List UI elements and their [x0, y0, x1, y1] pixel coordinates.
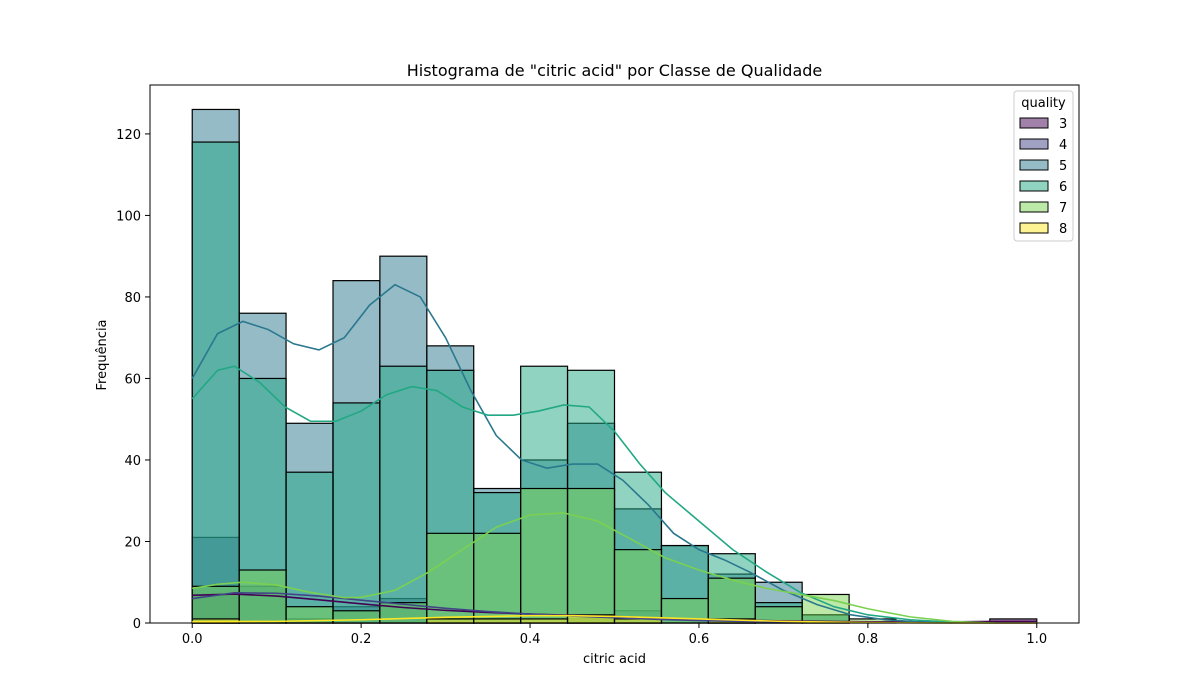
bar [426, 618, 475, 624]
x-tick-label: 1.0 [1026, 632, 1047, 647]
legend-swatch-7 [1019, 201, 1049, 213]
bar [566, 487, 616, 624]
x-tick-label: 0.2 [351, 632, 372, 647]
legend-label-7: 7 [1059, 201, 1067, 216]
bar [332, 402, 381, 624]
bar [191, 141, 240, 624]
plot-area: 0.0 0.2 0.4 0.6 0.8 1.0 0 20 40 60 80 100 120 [116, 84, 1080, 647]
y-tick-label: 60 [124, 372, 141, 387]
bar [379, 365, 428, 624]
bar [520, 487, 569, 624]
legend: quality 3 4 5 6 7 8 [1013, 90, 1074, 242]
x-tick-label: 0.4 [520, 632, 541, 647]
bar [473, 618, 522, 624]
bar [707, 577, 756, 624]
legend-label-8: 8 [1059, 222, 1067, 237]
bar [332, 610, 381, 624]
legend-label-5: 5 [1059, 159, 1067, 174]
legend-label-4: 4 [1059, 138, 1067, 153]
bar [520, 618, 569, 624]
legend-title: quality [1021, 96, 1066, 111]
x-tick-label: 0.0 [182, 632, 203, 647]
bar [191, 585, 240, 624]
bar [473, 532, 522, 624]
y-tick-label: 40 [124, 454, 141, 469]
legend-swatch-8 [1019, 222, 1049, 234]
x-axis-label: citric acid [583, 652, 646, 667]
y-axis-label: Frequência [95, 319, 110, 390]
y-tick-label: 20 [124, 535, 141, 550]
axes-frame [149, 84, 1080, 624]
y-tick-label: 100 [116, 209, 141, 224]
legend-swatch-6 [1019, 180, 1049, 192]
series-5-kde-line [191, 283, 953, 624]
x-tick-label: 0.8 [858, 632, 879, 647]
legend-label-6: 6 [1059, 180, 1067, 195]
y-tick-label: 120 [116, 128, 141, 143]
bar [613, 549, 663, 624]
y-tick-label: 0 [133, 617, 141, 632]
legend-swatch-5 [1019, 159, 1049, 171]
x-tick-label: 0.6 [689, 632, 710, 647]
legend-swatch-3 [1019, 117, 1049, 129]
y-tick-label: 80 [124, 291, 141, 306]
series-7-kde-line [192, 512, 995, 624]
chart-title: Histograma de "citric acid" por Classe d… [407, 61, 823, 80]
legend-swatch-4 [1019, 138, 1049, 150]
legend-label-3: 3 [1059, 117, 1067, 132]
